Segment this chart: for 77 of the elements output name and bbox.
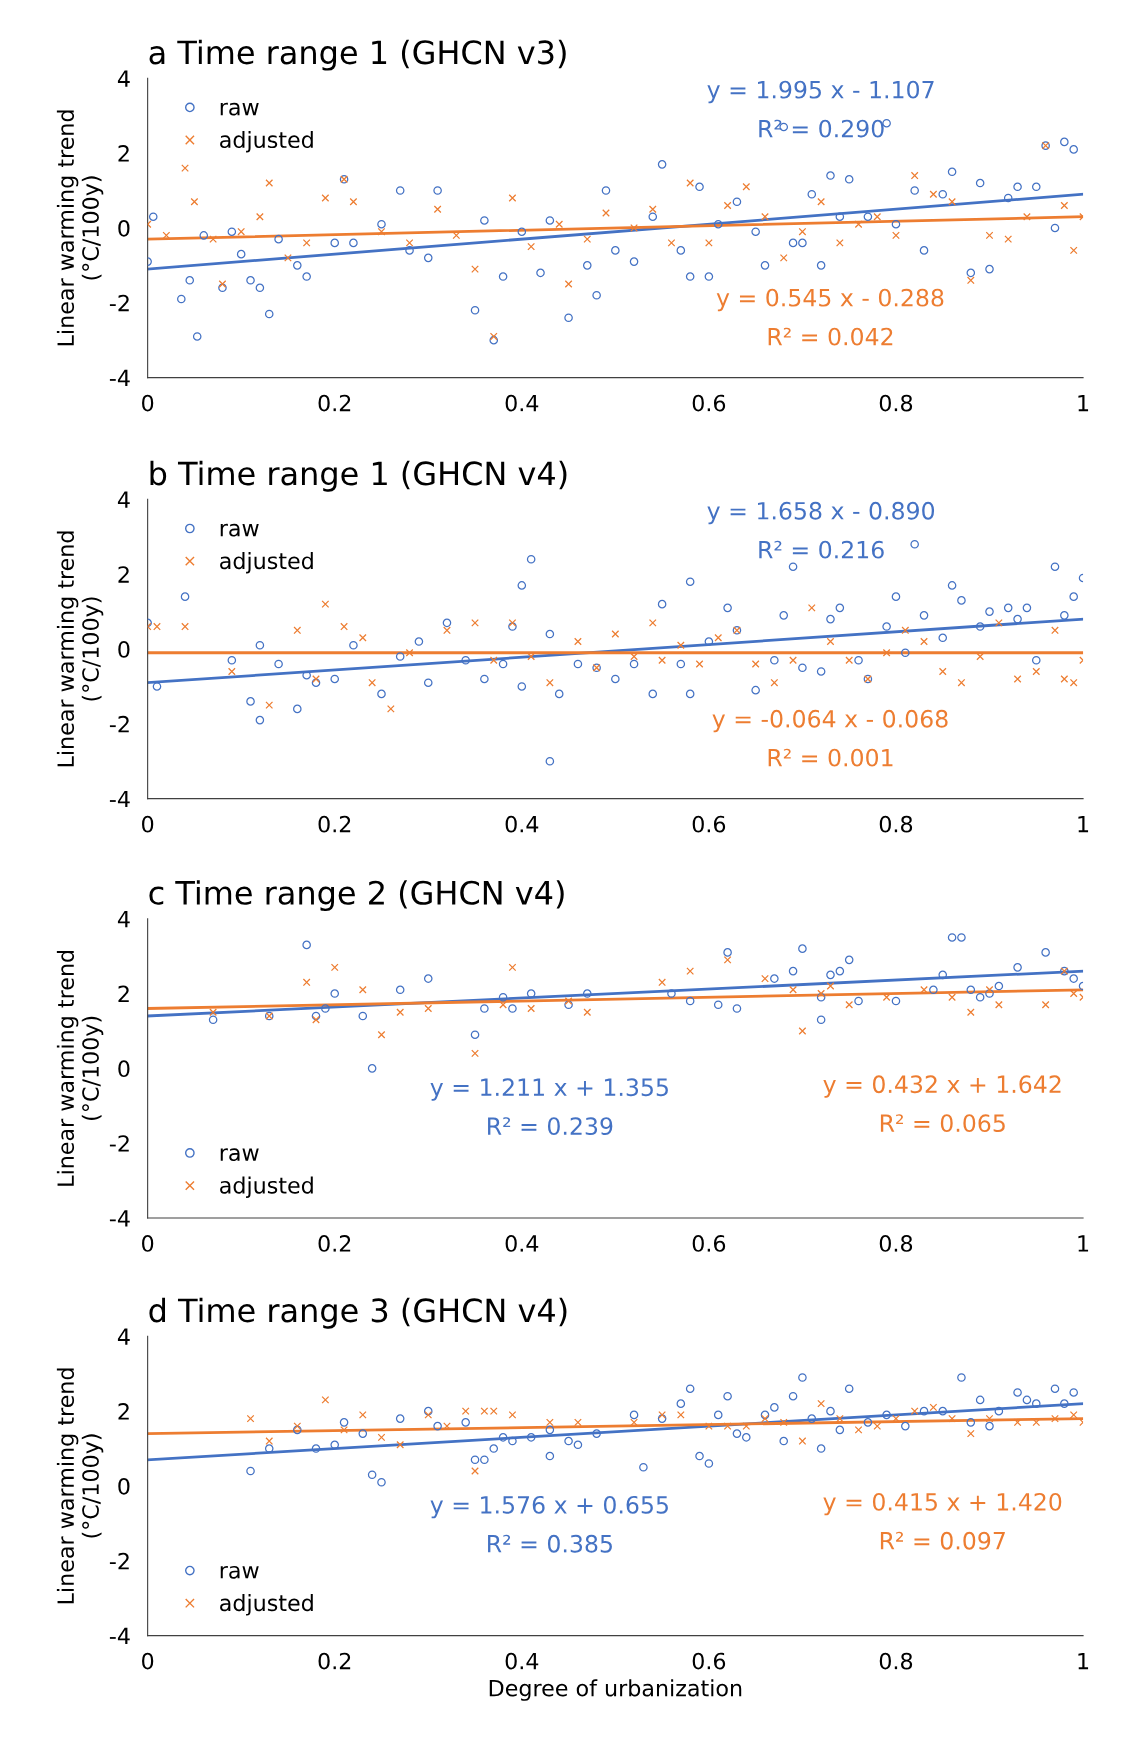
annotation: R² = 0.097: [880, 1531, 1005, 1550]
annotation: R² = 0.290: [759, 119, 884, 138]
annotation: y = 0.432 x + 1.642: [823, 1075, 1061, 1098]
x-tick-label: 0.2: [318, 1235, 351, 1252]
x-tick-label: 0.4: [505, 394, 539, 412]
x-tick-label: 1: [1078, 1652, 1089, 1670]
y-tick-label: 4: [117, 70, 130, 87]
chart-title: c Time range 2 (GHCN v4): [149, 880, 564, 912]
x-tick-label: 0.4: [505, 815, 539, 833]
y-tick-label: 0: [118, 219, 130, 237]
x-tick-label: 0.6: [692, 1652, 726, 1670]
chart-title: d Time range 3 (GHCN v4): [149, 1297, 567, 1329]
x-tick-label: 0.8: [879, 1235, 913, 1252]
x-tick-label: 0.6: [692, 1235, 726, 1252]
y-axis-title: Linear warming trend (°C/100y): [56, 531, 104, 767]
legend-label: raw: [220, 1148, 259, 1162]
x-tick-label: 0: [142, 815, 154, 833]
x-tick-label: 0: [142, 394, 154, 412]
y-tick-label: -4: [109, 1210, 130, 1227]
annotation: y = 0.415 x + 1.420: [823, 1492, 1062, 1516]
x-tick-label: 0.6: [692, 815, 726, 833]
x-tick-label: 0: [142, 1652, 154, 1670]
annotation: y = 1.211 x + 1.355: [430, 1078, 668, 1101]
annotation: R² = 0.065: [880, 1114, 1005, 1133]
y-tick-label: -4: [109, 1627, 130, 1645]
x-tick-label: 0.4: [505, 1235, 539, 1252]
x-tick-label: 1: [1078, 816, 1089, 833]
x-tick-label: 0.2: [318, 394, 351, 412]
annotation: R² = 0.042: [768, 327, 893, 346]
legend-label: raw: [220, 1565, 259, 1579]
y-tick-label: -4: [109, 369, 130, 387]
x-tick-label: 0.8: [879, 394, 913, 412]
x-tick-label: 1: [1078, 394, 1089, 412]
x-tick-label: 0.2: [318, 815, 351, 833]
y-tick-label: 2: [118, 1403, 129, 1420]
x-tick-label: 1: [1078, 1235, 1089, 1252]
annotation: R² = 0.385: [488, 1534, 612, 1553]
annotation: R² = 0.216: [759, 540, 884, 559]
y-tick-label: -2: [109, 715, 129, 733]
y-tick-label: -2: [109, 1135, 129, 1152]
x-axis-title: Degree of urbanization: [489, 1679, 742, 1701]
annotation: y = -0.064 x - 0.068: [712, 709, 948, 733]
y-axis-title: Linear warming trend (°C/100y): [56, 950, 104, 1186]
y-tick-label: 0: [118, 640, 130, 658]
chart-title: a Time range 1 (GHCN v3): [149, 39, 566, 71]
annotation: y = 1.995 x - 1.107: [707, 80, 934, 104]
x-tick-label: 0.2: [318, 1652, 351, 1670]
y-tick-label: 4: [117, 491, 130, 508]
legend-label: adjusted: [220, 1594, 313, 1616]
y-tick-label: -4: [109, 790, 130, 808]
legend-label: adjusted: [220, 130, 313, 153]
y-tick-label: 2: [118, 145, 129, 162]
annotation: y = 1.658 x - 0.890: [707, 501, 935, 525]
x-tick-label: 0.8: [879, 815, 913, 833]
x-tick-label: 0.4: [505, 1652, 539, 1670]
legend-label: raw: [220, 523, 259, 537]
annotation: R² = 0.001: [768, 748, 893, 767]
legend-label: adjusted: [220, 1176, 313, 1198]
legend-label: raw: [220, 102, 259, 116]
y-axis-title: Linear warming trend (°C/100y): [56, 110, 104, 346]
y-axis-title: Linear warming trend (°C/100y): [56, 1368, 104, 1604]
x-tick-label: 0.6: [692, 394, 726, 412]
annotation: R² = 0.239: [488, 1117, 613, 1136]
x-tick-label: 0.8: [879, 1652, 913, 1670]
chart-title: b Time range 1 (GHCN v4): [150, 460, 567, 492]
x-tick-label: 0: [142, 1235, 154, 1252]
y-tick-label: 4: [117, 1328, 130, 1345]
y-tick-label: -2: [109, 1552, 129, 1570]
legend-label: adjusted: [220, 552, 313, 574]
y-tick-label: 0: [118, 1060, 130, 1078]
y-tick-label: 0: [118, 1477, 130, 1495]
y-tick-label: 4: [117, 910, 130, 928]
annotation: y = 1.576 x + 0.655: [430, 1495, 668, 1519]
y-tick-label: -2: [109, 294, 129, 312]
y-tick-label: 2: [118, 985, 129, 1002]
y-tick-label: 2: [118, 566, 129, 583]
annotation: y = 0.545 x - 0.288: [716, 288, 944, 312]
